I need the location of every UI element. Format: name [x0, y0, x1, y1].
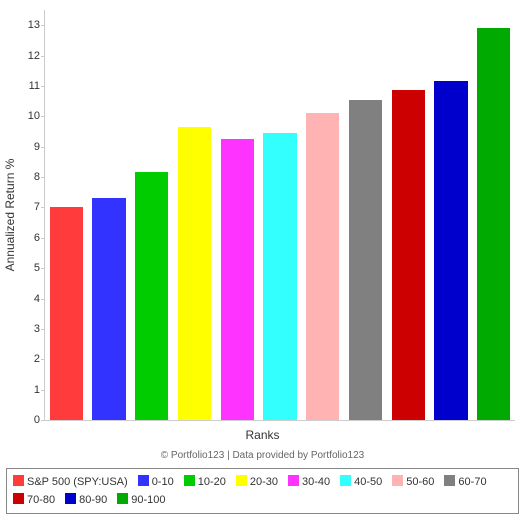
- ytick-label: 13: [10, 19, 40, 31]
- legend-label: 60-70: [458, 476, 486, 488]
- bar: [392, 90, 425, 420]
- legend-item: 50-60: [392, 473, 434, 491]
- ytick-mark: [41, 299, 45, 300]
- legend-item: S&P 500 (SPY:USA): [13, 473, 128, 491]
- legend-swatch: [65, 493, 76, 504]
- legend-item: 0-10: [138, 473, 174, 491]
- ytick-mark: [41, 420, 45, 421]
- legend-item: 40-50: [340, 473, 382, 491]
- bar: [306, 113, 339, 420]
- ytick-mark: [41, 116, 45, 117]
- ytick-label: 9: [10, 141, 40, 153]
- ytick-mark: [41, 207, 45, 208]
- ytick-mark: [41, 177, 45, 178]
- legend-swatch: [138, 475, 149, 486]
- legend-swatch: [117, 493, 128, 504]
- ytick-mark: [41, 390, 45, 391]
- legend-swatch: [288, 475, 299, 486]
- chart-container: Annualized Return % Ranks © Portfolio123…: [0, 0, 525, 523]
- ytick-label: 7: [10, 201, 40, 213]
- x-axis-label: Ranks: [0, 428, 525, 442]
- legend-swatch: [392, 475, 403, 486]
- ytick-label: 12: [10, 50, 40, 62]
- legend-label: 10-20: [198, 476, 226, 488]
- legend-item: 60-70: [444, 473, 486, 491]
- bar: [349, 100, 382, 420]
- ytick-label: 4: [10, 293, 40, 305]
- ytick-mark: [41, 25, 45, 26]
- ytick-mark: [41, 329, 45, 330]
- legend-swatch: [236, 475, 247, 486]
- legend-item: 20-30: [236, 473, 278, 491]
- ytick-mark: [41, 147, 45, 148]
- ytick-mark: [41, 359, 45, 360]
- legend-label: 20-30: [250, 476, 278, 488]
- ytick-mark: [41, 238, 45, 239]
- bar: [477, 28, 510, 420]
- ytick-label: 8: [10, 171, 40, 183]
- ytick-label: 2: [10, 353, 40, 365]
- legend-label: 0-10: [152, 476, 174, 488]
- legend-item: 80-90: [65, 491, 107, 509]
- legend-swatch: [444, 475, 455, 486]
- legend-label: 70-80: [27, 494, 55, 506]
- bar: [263, 133, 296, 420]
- ytick-mark: [41, 56, 45, 57]
- ytick-label: 3: [10, 323, 40, 335]
- legend-label: 90-100: [131, 494, 165, 506]
- ytick-mark: [41, 86, 45, 87]
- ytick-label: 6: [10, 232, 40, 244]
- legend-swatch: [184, 475, 195, 486]
- legend-swatch: [13, 475, 24, 486]
- legend: S&P 500 (SPY:USA) 0-10 10-20 20-30 30-40 40-5…: [6, 468, 519, 514]
- legend-item: 10-20: [184, 473, 226, 491]
- bar: [221, 139, 254, 420]
- bar: [50, 207, 83, 420]
- bar: [135, 172, 168, 420]
- ytick-mark: [41, 268, 45, 269]
- bar: [434, 81, 467, 420]
- legend-swatch: [340, 475, 351, 486]
- ytick-label: 5: [10, 262, 40, 274]
- bar: [92, 198, 125, 420]
- legend-label: 30-40: [302, 476, 330, 488]
- credit-line: © Portfolio123 | Data provided by Portfo…: [0, 450, 525, 461]
- legend-swatch: [13, 493, 24, 504]
- ytick-label: 11: [10, 80, 40, 92]
- legend-label: 80-90: [79, 494, 107, 506]
- ytick-label: 10: [10, 110, 40, 122]
- plot-area: [44, 10, 515, 421]
- legend-item: 30-40: [288, 473, 330, 491]
- legend-item: 90-100: [117, 491, 165, 509]
- ytick-label: 0: [10, 414, 40, 426]
- ytick-label: 1: [10, 384, 40, 396]
- legend-label: S&P 500 (SPY:USA): [27, 476, 128, 488]
- legend-label: 50-60: [406, 476, 434, 488]
- bar: [178, 127, 211, 420]
- legend-item: 70-80: [13, 491, 55, 509]
- legend-label: 40-50: [354, 476, 382, 488]
